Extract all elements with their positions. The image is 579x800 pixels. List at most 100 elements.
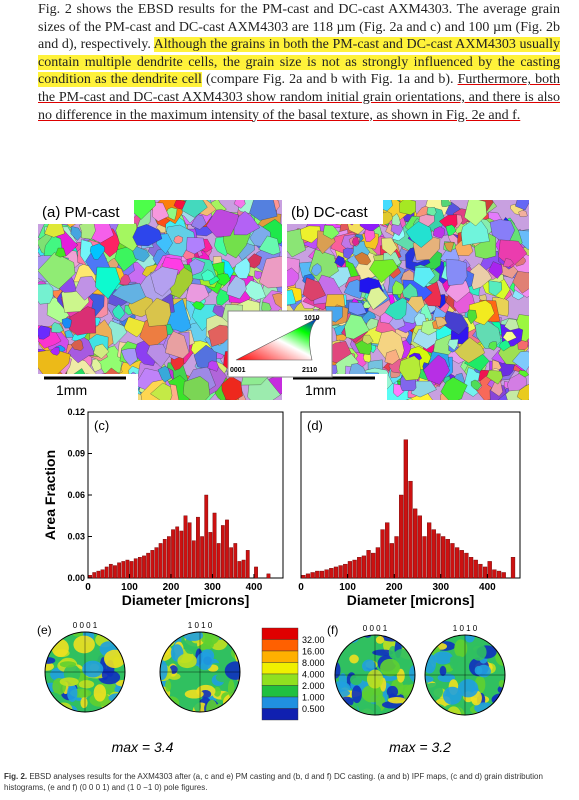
- grain: [207, 360, 219, 372]
- grain: [488, 261, 503, 279]
- pf-blob: [495, 646, 505, 667]
- pole-figure: [335, 635, 415, 715]
- pf-blob: [104, 649, 125, 669]
- grain: [461, 216, 490, 246]
- color-scale-label: 4.000: [302, 670, 325, 680]
- bar: [204, 494, 209, 579]
- bar: [175, 526, 180, 579]
- panel-label: (e): [37, 623, 52, 637]
- x-tick-label: 400: [246, 582, 263, 593]
- grain: [51, 322, 64, 333]
- grain: [221, 376, 243, 400]
- pf-blob: [82, 660, 104, 678]
- grain: [445, 224, 457, 237]
- x-axis-label: Diameter [microns]: [347, 592, 475, 608]
- bar: [385, 522, 390, 579]
- pf-plane: 0 0 0 1: [363, 624, 388, 633]
- pf-blob: [105, 708, 117, 712]
- grain: [423, 354, 450, 385]
- bar: [357, 557, 362, 579]
- bar: [245, 550, 250, 579]
- pf-blob: [335, 701, 344, 715]
- grain: [454, 337, 486, 364]
- bar: [200, 536, 204, 579]
- bar: [454, 547, 460, 579]
- grain: [512, 350, 529, 372]
- bar: [233, 543, 238, 579]
- color-swatch: [261, 639, 299, 652]
- grain: [413, 267, 436, 288]
- grain: [186, 237, 206, 255]
- pf-blob: [116, 706, 125, 712]
- pf-blob: [425, 637, 434, 649]
- bar: [305, 573, 311, 579]
- grain: [287, 267, 300, 288]
- bar: [241, 559, 246, 579]
- bar: [422, 536, 427, 579]
- bar: [375, 547, 381, 579]
- bar: [208, 532, 213, 579]
- bar: [403, 439, 408, 579]
- grain: [470, 379, 482, 391]
- grain: [432, 226, 445, 239]
- y-tick-label: 0.03: [67, 532, 85, 542]
- bar: [333, 566, 339, 579]
- pf-blob: [426, 706, 448, 715]
- grain: [272, 292, 282, 309]
- bar: [237, 561, 242, 579]
- grain: [287, 289, 297, 306]
- pf-blob: [164, 632, 173, 643]
- grain: [490, 380, 503, 397]
- grain: [190, 214, 207, 230]
- grain: [369, 259, 399, 284]
- bar: [399, 494, 404, 579]
- grain: [342, 247, 354, 260]
- grain: [91, 358, 102, 373]
- pole-figure: [425, 635, 505, 715]
- grain: [515, 200, 529, 211]
- bar: [183, 515, 188, 579]
- bar: [154, 547, 159, 579]
- bar: [113, 565, 117, 579]
- label-box: [287, 200, 383, 224]
- grain: [61, 317, 72, 329]
- grain: [502, 258, 514, 268]
- grain: [152, 202, 170, 222]
- grain: [115, 218, 140, 252]
- bar: [315, 570, 320, 579]
- grain: [364, 228, 376, 242]
- grain: [132, 224, 163, 247]
- grain: [112, 304, 126, 320]
- grain: [302, 277, 327, 302]
- pf-blob: [51, 638, 69, 658]
- grain: [518, 210, 528, 217]
- pf-plane: 1 0 1 0: [188, 621, 213, 630]
- pf-blob: [80, 697, 88, 709]
- bar: [371, 552, 376, 579]
- map-label: (a) PM-cast: [42, 204, 120, 221]
- pf-blob: [405, 702, 415, 715]
- grain: [334, 255, 346, 268]
- grain: [405, 221, 433, 248]
- grain: [311, 263, 322, 276]
- grain: [488, 341, 498, 351]
- grain: [344, 314, 370, 340]
- grain: [121, 348, 138, 366]
- grain: [507, 373, 527, 392]
- color-swatch: [261, 662, 299, 675]
- scale-label: 1mm: [305, 382, 336, 398]
- bar: [92, 572, 97, 579]
- pf-blob: [213, 686, 221, 697]
- grain: [254, 270, 262, 280]
- bar: [158, 543, 163, 579]
- bar: [301, 575, 306, 579]
- bar: [338, 565, 343, 579]
- grain: [399, 200, 416, 215]
- body-paragraph: Fig. 2 shows the EBSD results for the PM…: [38, 1, 560, 124]
- pf-blob: [387, 696, 406, 704]
- bar: [473, 559, 478, 579]
- pf-blob: [67, 684, 78, 702]
- bar: [146, 552, 151, 579]
- bar: [459, 550, 464, 579]
- text: (compare Fig. 2a and b with Fig. 1a and …: [201, 72, 458, 88]
